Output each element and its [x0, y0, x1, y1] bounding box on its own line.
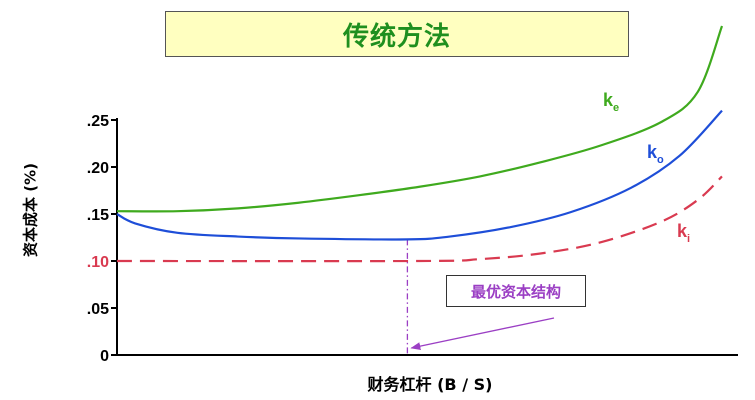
series-lines	[116, 25, 724, 263]
axes	[116, 118, 738, 356]
annotation-arrow-line	[410, 317, 555, 351]
series-line-ki	[116, 175, 723, 263]
annotation-arrow	[410, 317, 555, 351]
series-label-ke: ke	[603, 90, 619, 114]
y-tick-label: .15	[87, 207, 109, 224]
y-tick-label: .10	[87, 254, 109, 271]
series-label-subscript: i	[687, 233, 690, 245]
series-labels: ke ko ki	[603, 90, 690, 245]
y-tick-label: .05	[87, 301, 109, 318]
y-axis-label: 资本成本 (%)	[21, 163, 40, 257]
series-line-ko	[116, 109, 723, 241]
series-label-ko: ko	[647, 142, 664, 166]
series-label-subscript: e	[613, 102, 619, 114]
y-tick-label: .20	[87, 160, 109, 177]
y-tick-label: 0	[100, 348, 109, 365]
series-label-subscript: o	[657, 154, 664, 166]
series-label-ki: ki	[677, 221, 690, 245]
chart-title: 传统方法	[165, 11, 629, 57]
y-tick-label: .25	[87, 113, 109, 130]
x-axis-label: 财务杠杆 (B / S)	[367, 375, 493, 394]
y-ticks: .25 .20 .15 .10 .05 0	[87, 113, 117, 365]
series-line-ke	[116, 25, 724, 213]
optimal-structure-annotation: 最优资本结构	[446, 275, 586, 307]
